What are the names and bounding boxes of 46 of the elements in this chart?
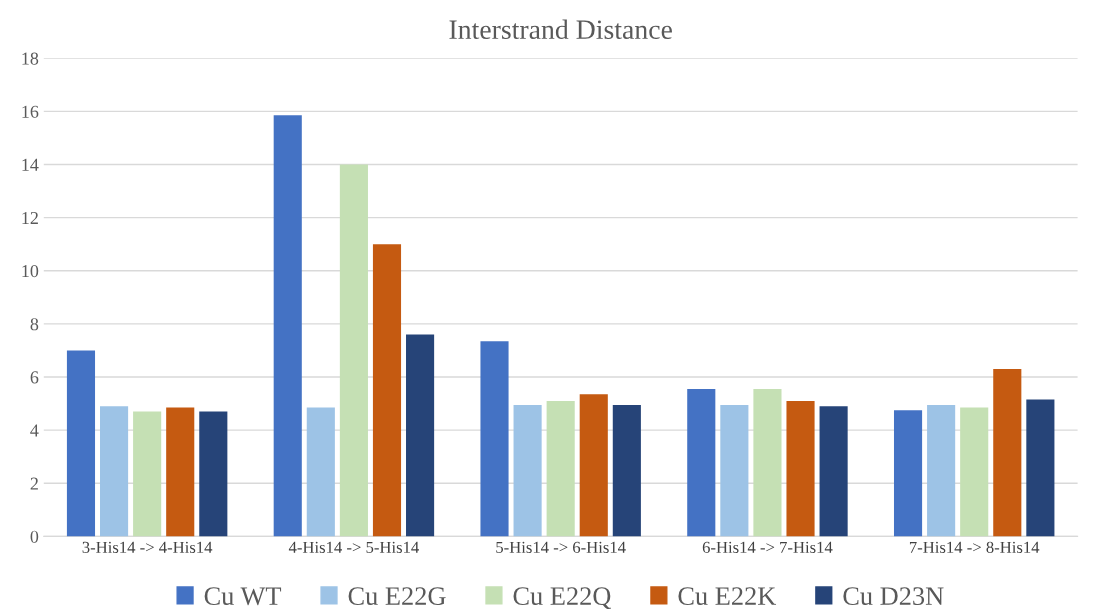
y-tick-label: 18 [22,52,39,65]
bar [133,411,162,537]
y-tick-label: 0 [30,530,39,543]
bar [720,404,749,537]
bar [687,388,716,537]
y-tick-label: 10 [22,265,39,278]
legend-label: Cu E22Q [513,587,611,610]
bar [546,400,575,537]
y-tick-label: 8 [30,318,39,331]
legend-label: Cu D23N [843,587,944,605]
bar [273,115,302,537]
bar [166,407,195,537]
bar [339,164,368,537]
bar [199,411,228,537]
bar [100,406,129,537]
x-tick-label: 6-His14 -> 7-His14 [702,541,833,553]
bar [753,388,782,537]
bar [406,334,435,537]
bar [579,394,608,537]
y-tick-label: 16 [22,105,39,118]
bar [612,404,641,537]
y-tick-label: 2 [30,477,38,490]
legend-label: Cu WT [204,587,282,606]
bar [372,244,402,537]
bar [1026,399,1055,537]
bar [306,407,335,537]
y-tick-label: 12 [22,211,38,224]
y-tick-label: 4 [30,424,39,437]
bar [927,404,956,537]
x-tick-label: 5-His14 -> 6-His14 [496,541,626,553]
bar [480,341,509,537]
bar [960,407,989,537]
legend-label: Cu E22K [678,587,777,605]
bar [66,350,96,537]
bar [993,369,1022,537]
bar [893,410,923,537]
bar [513,404,542,537]
y-tick-label: 6 [30,371,39,384]
x-tick-label: 7-His14 -> 8-His14 [909,541,1040,553]
x-tick-label: 4-His14 -> 5-His14 [288,541,419,553]
chart-title: Interstrand Distance [449,19,672,40]
x-tick-label: 3-His14 -> 4-His14 [82,541,213,553]
y-tick-label: 14 [22,158,39,171]
bar [819,406,848,537]
bar [786,400,815,537]
legend-label: Cu E22G [348,587,446,605]
